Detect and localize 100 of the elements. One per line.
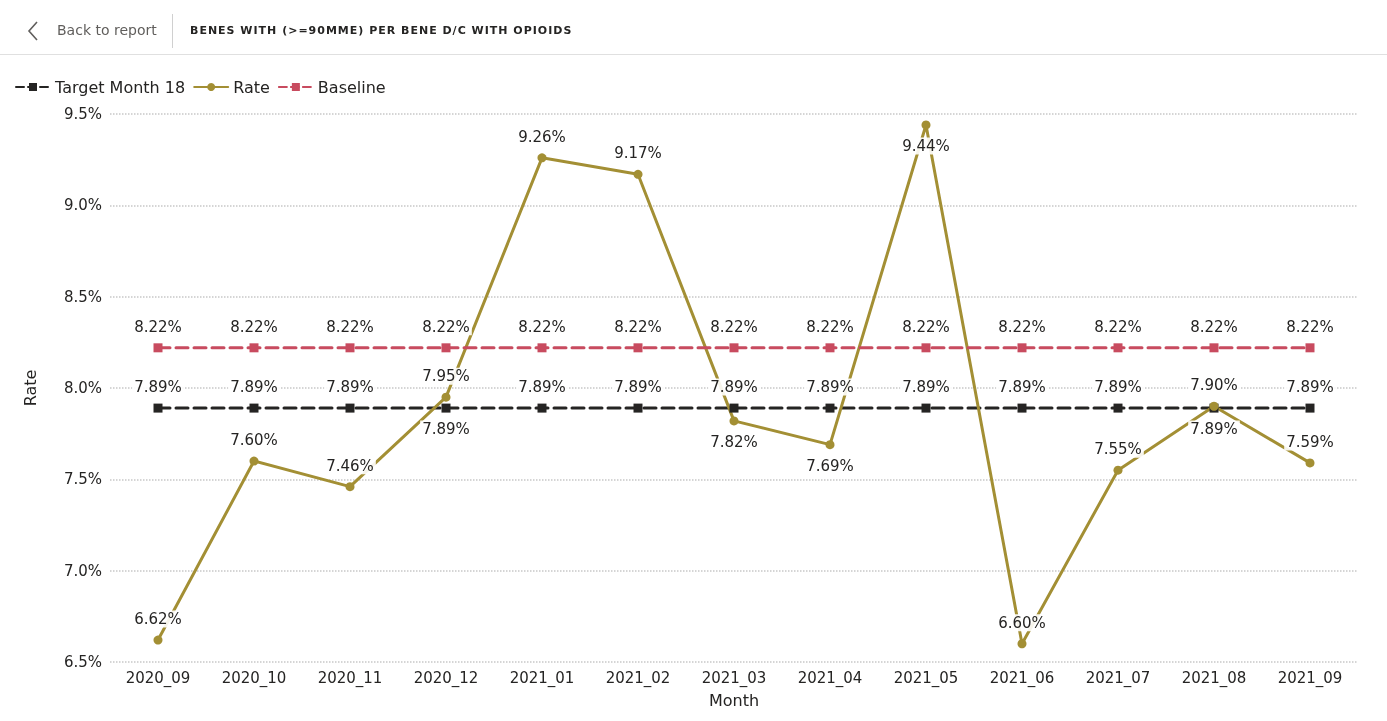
legend-label: Target Month 18	[54, 77, 186, 97]
point	[633, 403, 643, 413]
x-tick-label: 2021_02	[605, 668, 671, 688]
point	[153, 403, 163, 413]
y-tick-label: 7.5%	[63, 470, 102, 489]
y-tick-label: 6.5%	[63, 653, 102, 671]
data-label: 8.22%	[518, 317, 566, 336]
data-label: 8.22%	[902, 317, 950, 336]
x-tick-label: 2021_08	[1181, 668, 1247, 688]
y-tick-label: 8.5%	[63, 287, 102, 306]
point	[1113, 465, 1123, 475]
point	[537, 403, 547, 413]
point	[537, 343, 547, 353]
data-label: 7.89%	[134, 378, 182, 397]
data-label: 6.60%	[998, 613, 1046, 632]
point	[441, 343, 451, 353]
data-label: 7.89%	[806, 378, 854, 397]
legend-label: Rate	[233, 77, 270, 97]
point	[1017, 639, 1027, 649]
x-tick-label: 2020_11	[317, 668, 383, 688]
data-label: 7.55%	[1094, 440, 1142, 459]
x-tick-label: 2021_09	[1277, 668, 1343, 688]
y-tick-label: 7.0%	[63, 561, 102, 580]
point	[153, 343, 163, 353]
y-axis-title: Rate	[20, 369, 40, 407]
data-label: 8.22%	[710, 317, 758, 336]
data-label: 8.22%	[1190, 317, 1238, 336]
data-label: 8.22%	[134, 317, 182, 336]
x-tick-label: 2020_10	[221, 668, 287, 688]
data-label: 7.89%	[902, 378, 950, 397]
point	[1305, 343, 1315, 353]
point	[1017, 403, 1027, 413]
point	[729, 403, 739, 413]
point	[249, 403, 259, 413]
data-label: 7.95%	[422, 367, 470, 386]
data-label: 7.89%	[998, 378, 1046, 397]
data-label: 7.69%	[806, 456, 854, 475]
point	[441, 403, 451, 413]
x-tick-label: 2021_07	[1085, 668, 1151, 688]
chart-title: BENES WITH (>=90MME) PER BENE D/C WITH OPIOIDS	[190, 24, 573, 37]
x-tick-label: 2021_03	[701, 668, 767, 688]
data-label: 7.60%	[230, 431, 278, 450]
y-tick-label: 9.5%	[63, 105, 102, 123]
data-label: 8.22%	[806, 317, 854, 336]
data-label: 8.22%	[422, 317, 470, 336]
x-axis-title: Month	[708, 690, 760, 710]
point	[345, 343, 355, 353]
text: Back to report	[57, 22, 157, 38]
point	[345, 482, 355, 492]
point	[249, 456, 259, 466]
x-tick-label: 2021_01	[509, 668, 575, 688]
data-label: 8.22%	[998, 317, 1046, 336]
point	[633, 169, 643, 179]
data-label: 7.89%	[326, 378, 374, 397]
x-tick-label: 2021_06	[989, 668, 1055, 688]
data-label: 8.22%	[326, 317, 374, 336]
data-label: 8.22%	[230, 317, 278, 336]
data-label: 7.89%	[230, 378, 278, 397]
x-tick-label: 2020_09	[125, 668, 191, 688]
data-label: 9.17%	[614, 144, 662, 163]
point	[153, 635, 163, 645]
point	[1209, 343, 1219, 353]
x-tick-label: 2020_12	[413, 668, 479, 688]
data-label: 7.82%	[710, 432, 758, 451]
legend-label: Baseline	[317, 77, 386, 97]
data-label: 7.89%	[422, 420, 470, 439]
point	[633, 343, 643, 353]
point	[1305, 458, 1315, 468]
point	[825, 343, 835, 353]
data-label: 6.62%	[134, 610, 182, 629]
data-label: 7.89%	[614, 378, 662, 397]
point	[921, 343, 931, 353]
point	[1113, 403, 1123, 413]
data-label: 7.89%	[518, 378, 566, 397]
point	[1305, 403, 1315, 413]
data-label: 8.22%	[614, 317, 662, 336]
data-label: 7.89%	[710, 378, 758, 397]
data-label: 7.90%	[1190, 376, 1238, 395]
point	[825, 440, 835, 450]
point	[825, 403, 835, 413]
point	[1113, 343, 1123, 353]
point	[729, 343, 739, 353]
y-tick-label: 8.0%	[63, 379, 102, 397]
data-label: 7.89%	[1286, 378, 1334, 397]
data-label: 7.89%	[1190, 420, 1238, 439]
data-label: 9.44%	[902, 136, 950, 155]
data-label: 9.26%	[518, 127, 566, 146]
x-tick-label: 2021_04	[797, 668, 863, 688]
point	[537, 153, 547, 163]
data-label: 7.59%	[1286, 432, 1334, 451]
point	[921, 403, 931, 413]
data-label: 8.22%	[1286, 317, 1334, 336]
point	[249, 343, 259, 353]
point	[729, 416, 739, 426]
data-label: 7.89%	[1094, 378, 1142, 397]
y-tick-label: 9.0%	[63, 196, 102, 215]
point	[1017, 343, 1027, 353]
data-label: 7.46%	[326, 456, 374, 475]
data-label: 8.22%	[1094, 317, 1142, 336]
point	[921, 120, 931, 130]
